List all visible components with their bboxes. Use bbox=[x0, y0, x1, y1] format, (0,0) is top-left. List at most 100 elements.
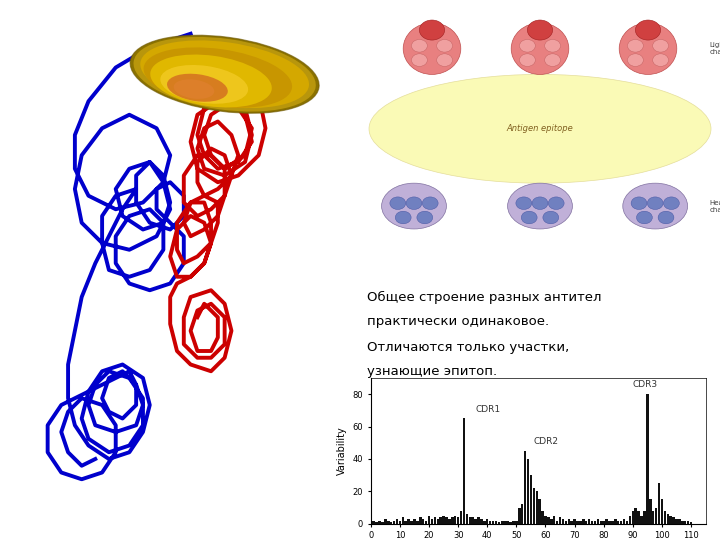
Bar bbox=[556, 521, 559, 524]
Bar bbox=[451, 517, 454, 524]
Ellipse shape bbox=[143, 48, 292, 108]
Ellipse shape bbox=[167, 74, 228, 102]
Ellipse shape bbox=[382, 183, 446, 229]
Circle shape bbox=[652, 39, 668, 52]
Bar bbox=[422, 519, 425, 524]
Circle shape bbox=[664, 197, 679, 210]
Bar bbox=[492, 521, 495, 524]
Bar bbox=[474, 519, 477, 524]
Bar bbox=[425, 521, 428, 524]
Bar bbox=[564, 521, 567, 524]
Text: CDR2: CDR2 bbox=[534, 437, 559, 446]
Bar bbox=[521, 504, 523, 524]
Bar bbox=[678, 519, 680, 524]
Bar bbox=[393, 521, 395, 524]
Text: Antigen epitope: Antigen epitope bbox=[507, 124, 573, 133]
Bar bbox=[547, 517, 549, 524]
Ellipse shape bbox=[619, 23, 677, 75]
Bar bbox=[439, 517, 442, 524]
Bar bbox=[681, 521, 683, 524]
Bar bbox=[477, 517, 480, 524]
Bar bbox=[466, 514, 468, 524]
Bar bbox=[372, 521, 375, 524]
Bar bbox=[457, 517, 459, 524]
Bar bbox=[454, 516, 456, 524]
Bar bbox=[675, 519, 678, 524]
Bar bbox=[419, 517, 421, 524]
Bar bbox=[544, 516, 546, 524]
Bar bbox=[399, 521, 401, 524]
Bar bbox=[585, 521, 588, 524]
Bar bbox=[634, 508, 637, 524]
Text: CDR3: CDR3 bbox=[633, 380, 658, 389]
Bar bbox=[576, 521, 579, 524]
Bar bbox=[684, 521, 686, 524]
Ellipse shape bbox=[369, 75, 711, 183]
Bar bbox=[649, 500, 652, 524]
Text: Light
chain: Light chain bbox=[709, 42, 720, 55]
Bar bbox=[506, 521, 509, 524]
Bar bbox=[655, 508, 657, 524]
Bar bbox=[550, 519, 552, 524]
Bar bbox=[643, 511, 646, 524]
Bar bbox=[515, 521, 518, 524]
Bar bbox=[597, 519, 599, 524]
Bar bbox=[594, 521, 596, 524]
Bar bbox=[416, 521, 418, 524]
Bar bbox=[658, 483, 660, 524]
Bar bbox=[626, 521, 629, 524]
Bar bbox=[623, 519, 626, 524]
Bar bbox=[433, 517, 436, 524]
Circle shape bbox=[631, 197, 647, 210]
Circle shape bbox=[417, 211, 433, 224]
Bar bbox=[629, 516, 631, 524]
Bar bbox=[396, 519, 398, 524]
Bar bbox=[509, 522, 512, 524]
Bar bbox=[611, 521, 613, 524]
Circle shape bbox=[395, 211, 411, 224]
Bar bbox=[469, 517, 471, 524]
Circle shape bbox=[520, 54, 535, 66]
Circle shape bbox=[521, 211, 537, 224]
Y-axis label: Variability: Variability bbox=[337, 427, 347, 475]
Bar bbox=[524, 451, 526, 524]
Bar bbox=[608, 521, 611, 524]
Bar bbox=[690, 522, 693, 524]
Bar bbox=[646, 394, 649, 524]
Bar bbox=[617, 521, 619, 524]
Bar bbox=[375, 522, 378, 524]
Circle shape bbox=[419, 20, 445, 40]
Bar bbox=[637, 511, 640, 524]
Bar bbox=[631, 511, 634, 524]
Text: Heavy
chain: Heavy chain bbox=[709, 200, 720, 213]
Bar bbox=[442, 516, 445, 524]
Bar bbox=[588, 519, 590, 524]
Bar bbox=[553, 516, 555, 524]
Ellipse shape bbox=[130, 35, 319, 113]
Bar bbox=[448, 519, 451, 524]
Bar bbox=[472, 517, 474, 524]
Bar bbox=[570, 521, 573, 524]
Circle shape bbox=[527, 20, 553, 40]
Bar bbox=[408, 519, 410, 524]
Circle shape bbox=[406, 197, 422, 210]
Bar bbox=[463, 418, 465, 524]
Bar bbox=[405, 521, 407, 524]
Bar bbox=[413, 519, 415, 524]
Bar bbox=[480, 519, 482, 524]
Bar bbox=[390, 522, 392, 524]
Bar bbox=[562, 519, 564, 524]
Bar bbox=[670, 516, 672, 524]
Bar bbox=[460, 511, 462, 524]
Circle shape bbox=[436, 54, 453, 66]
Ellipse shape bbox=[150, 55, 271, 107]
Circle shape bbox=[532, 197, 548, 210]
Text: узнающие эпитоп.: узнающие эпитоп. bbox=[367, 366, 498, 379]
Circle shape bbox=[628, 39, 644, 52]
Bar bbox=[591, 521, 593, 524]
Bar bbox=[428, 516, 431, 524]
Bar bbox=[445, 517, 448, 524]
Text: CDR1: CDR1 bbox=[476, 404, 500, 414]
Bar bbox=[672, 517, 675, 524]
Circle shape bbox=[516, 197, 531, 210]
